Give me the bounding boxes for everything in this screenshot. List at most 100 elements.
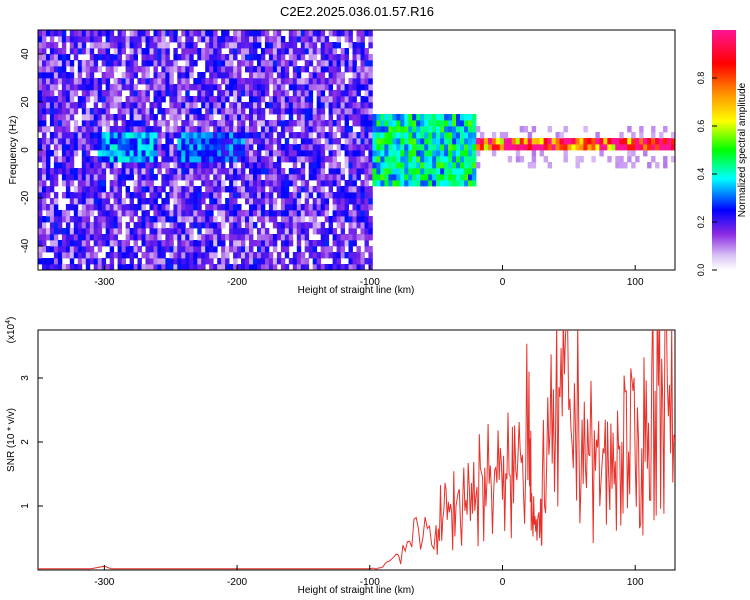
spectrogram-cell bbox=[137, 48, 142, 55]
spectrogram-cell bbox=[53, 132, 59, 139]
spectrogram-cell bbox=[149, 264, 154, 270]
spectrogram-cell bbox=[296, 174, 302, 181]
spectrogram-cell bbox=[288, 36, 294, 43]
spectrogram-cell bbox=[372, 120, 377, 127]
spectrogram-cell bbox=[209, 204, 214, 211]
spectrogram-cell bbox=[253, 108, 258, 115]
spectrogram-cell bbox=[209, 186, 214, 193]
spectrogram-cell bbox=[81, 150, 87, 157]
spectrogram-cell bbox=[499, 138, 505, 145]
spectrogram-cell bbox=[97, 108, 103, 115]
spectrogram-cell bbox=[133, 186, 138, 193]
spectrogram-cell bbox=[312, 138, 318, 145]
spectrogram-cell bbox=[245, 264, 250, 270]
spectrogram-cell bbox=[193, 204, 198, 211]
spectrogram-cell bbox=[452, 150, 457, 157]
spectrogram-cell bbox=[181, 108, 186, 115]
spectrogram-cell bbox=[225, 114, 230, 121]
spectrogram-cell bbox=[38, 192, 43, 199]
spectrogram-cell bbox=[432, 156, 437, 163]
spectrogram-cell bbox=[213, 78, 218, 85]
spectrogram-cell bbox=[420, 126, 425, 133]
spectrogram-cell bbox=[229, 228, 234, 235]
spectrogram-cell bbox=[539, 150, 544, 157]
spectrogram-cell bbox=[129, 138, 134, 145]
spectrogram-cell bbox=[209, 108, 214, 115]
spectrogram-cell bbox=[360, 66, 365, 73]
spectrogram-cell bbox=[57, 144, 63, 151]
spectrogram-cell bbox=[81, 258, 87, 265]
spectrogram-cell bbox=[181, 246, 186, 253]
spectrogram-cell bbox=[352, 234, 357, 241]
spectrogram-cell bbox=[332, 162, 337, 169]
spectrogram-cell bbox=[165, 30, 170, 37]
spectrogram-cell bbox=[428, 114, 433, 121]
spectrogram-cell bbox=[209, 90, 214, 97]
spectrogram-cell bbox=[165, 60, 170, 67]
spectrogram-cell bbox=[61, 102, 67, 109]
spectrogram-cell bbox=[117, 252, 122, 259]
spectrogram-cell bbox=[105, 114, 111, 121]
spectrogram-cell bbox=[161, 30, 166, 37]
spectrogram-cell bbox=[237, 138, 242, 145]
spectrogram-cell bbox=[101, 102, 107, 109]
spectrogram-cell bbox=[205, 222, 210, 229]
spectrogram-cell bbox=[137, 246, 142, 253]
spectrogram-cell bbox=[201, 240, 206, 247]
spectrogram-cell bbox=[456, 114, 461, 121]
spectrogram-cell bbox=[121, 48, 126, 55]
spectrogram-cell bbox=[364, 216, 369, 223]
spectrogram-cell bbox=[117, 216, 122, 223]
spectrogram-cell bbox=[356, 174, 361, 181]
spectrogram-cell bbox=[356, 114, 361, 121]
spectrogram-cell bbox=[161, 240, 166, 247]
spectrogram-cell bbox=[272, 186, 278, 193]
spectrogram-cell bbox=[46, 162, 51, 169]
spectrogram-cell bbox=[109, 186, 115, 193]
spectrogram-cell bbox=[161, 66, 166, 73]
spectrogram-cell bbox=[53, 216, 59, 223]
spectrogram-cell bbox=[249, 222, 254, 229]
spectrogram-cell bbox=[133, 252, 138, 259]
spectrogram-cell bbox=[392, 126, 397, 133]
spectrogram-cell bbox=[193, 144, 198, 151]
spectrogram-cell bbox=[97, 240, 103, 247]
spectrogram-cell bbox=[260, 228, 266, 235]
spectrogram-cell bbox=[197, 138, 202, 145]
spectrogram-cell bbox=[253, 186, 258, 193]
spectrogram-cell bbox=[38, 204, 43, 211]
spectrogram-cell bbox=[479, 138, 485, 145]
spectrogram-cell bbox=[257, 168, 262, 175]
spectrogram-cell bbox=[193, 222, 198, 229]
spectrogram-cell bbox=[121, 108, 126, 115]
spectrogram-cell bbox=[161, 252, 166, 259]
spectrogram-cell bbox=[639, 138, 644, 145]
spectrogram-cell bbox=[388, 132, 393, 139]
spectrogram-cell bbox=[408, 138, 413, 145]
spectrogram-cell bbox=[312, 264, 318, 270]
spectrogram-cell bbox=[312, 228, 318, 235]
spectrogram-cell bbox=[61, 252, 67, 259]
spectrogram-cell bbox=[81, 138, 87, 145]
spectrogram-cell bbox=[81, 66, 87, 73]
spectrogram-cell bbox=[113, 222, 118, 229]
spectrogram-cell bbox=[280, 54, 286, 61]
spectrogram-cell bbox=[388, 114, 393, 121]
spectrogram-cell bbox=[241, 60, 246, 67]
spectrogram-cell bbox=[249, 42, 254, 49]
spectrogram-cell bbox=[129, 210, 134, 217]
spectrogram-cell bbox=[667, 144, 672, 151]
spectrogram-cell bbox=[205, 186, 210, 193]
spectrogram-cell bbox=[260, 234, 266, 241]
spectrogram-cell bbox=[424, 174, 429, 181]
spectrogram-cell bbox=[209, 48, 214, 55]
spectrogram-cell bbox=[129, 66, 134, 73]
spectrogram-cell bbox=[177, 54, 182, 61]
spectrogram-cell bbox=[133, 30, 138, 37]
spectrogram-cell bbox=[623, 144, 628, 151]
spectrogram-cell bbox=[392, 180, 397, 187]
spectrogram-cell bbox=[57, 132, 63, 139]
spectrogram-cell bbox=[173, 258, 178, 265]
spectrogram-cell bbox=[221, 60, 226, 67]
spectrogram-cell bbox=[253, 90, 258, 97]
